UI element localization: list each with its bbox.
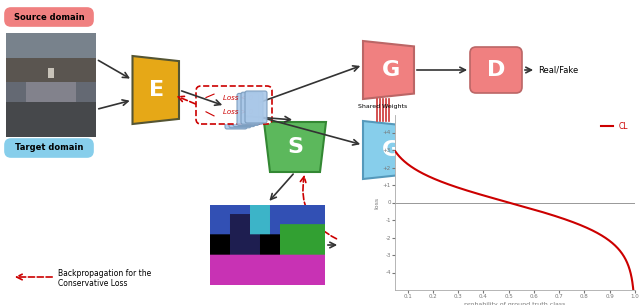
Text: Lᴏss < 0: Lᴏss < 0 <box>223 95 253 101</box>
Text: Target domain: Target domain <box>15 143 83 152</box>
Text: D: D <box>487 60 505 80</box>
Text: Lᴏss > 0: Lᴏss > 0 <box>223 109 253 115</box>
FancyBboxPatch shape <box>196 86 272 124</box>
Text: Conservative Loss: Conservative Loss <box>58 278 127 288</box>
Polygon shape <box>363 41 414 99</box>
FancyBboxPatch shape <box>470 127 522 173</box>
Text: G: G <box>382 60 400 80</box>
Legend: CL: CL <box>598 119 631 134</box>
Y-axis label: loss: loss <box>375 196 380 209</box>
Text: Real/Fake: Real/Fake <box>538 66 579 74</box>
Text: S: S <box>287 137 303 157</box>
Text: Source domain: Source domain <box>13 13 84 21</box>
Polygon shape <box>264 122 326 172</box>
Polygon shape <box>132 56 179 124</box>
Polygon shape <box>363 121 414 179</box>
Text: E: E <box>149 80 164 100</box>
Text: Real/Fake: Real/Fake <box>538 145 579 155</box>
FancyBboxPatch shape <box>229 96 251 128</box>
FancyBboxPatch shape <box>5 8 93 26</box>
FancyBboxPatch shape <box>5 139 93 157</box>
FancyBboxPatch shape <box>225 97 247 129</box>
Text: G: G <box>382 140 400 160</box>
Text: Shared Weights: Shared Weights <box>358 104 408 109</box>
FancyBboxPatch shape <box>470 47 522 93</box>
FancyBboxPatch shape <box>233 95 255 127</box>
Text: D: D <box>487 140 505 160</box>
FancyBboxPatch shape <box>237 93 259 125</box>
FancyBboxPatch shape <box>241 92 263 124</box>
Text: Backpropagation for the: Backpropagation for the <box>58 268 151 278</box>
X-axis label: probability of ground truth class: probability of ground truth class <box>464 302 566 305</box>
FancyBboxPatch shape <box>245 91 267 123</box>
